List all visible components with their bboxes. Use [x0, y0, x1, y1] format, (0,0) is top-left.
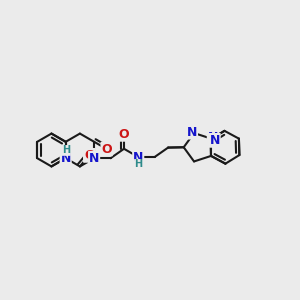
Text: O: O — [101, 142, 112, 155]
Text: N: N — [89, 152, 99, 165]
Text: N: N — [208, 131, 218, 144]
Text: O: O — [119, 128, 129, 141]
Text: O: O — [84, 149, 94, 162]
Text: H: H — [134, 160, 142, 170]
Text: H: H — [62, 146, 70, 155]
Text: N: N — [187, 126, 197, 139]
Text: N: N — [133, 151, 143, 164]
Text: N: N — [61, 152, 71, 165]
Text: N: N — [209, 134, 220, 147]
